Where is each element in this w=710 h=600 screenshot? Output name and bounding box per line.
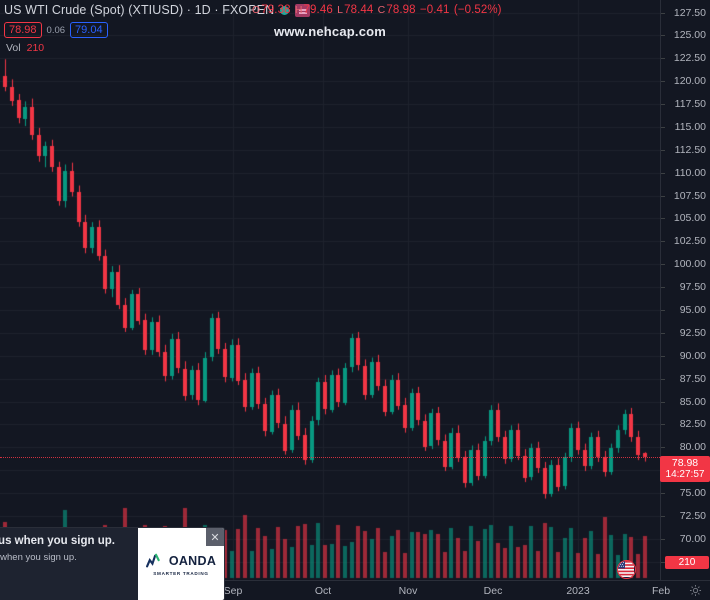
price-tick-label: 105.00: [673, 212, 706, 225]
price-tick-mark: [661, 355, 665, 357]
market-open-dot: [280, 5, 290, 15]
ohlc-values: O79.38 H79.46 L78.44 C78.98 −0.41 (−0.52…: [252, 4, 503, 16]
time-tick-label: Sep: [223, 585, 243, 597]
oanda-tagline: SMARTER TRADING: [153, 570, 209, 576]
volume-legend-value: 210: [26, 42, 45, 54]
price-tick-mark: [661, 332, 665, 334]
settings-gear-icon[interactable]: [689, 584, 702, 597]
site-watermark: www.nehcap.com: [273, 24, 387, 39]
symbol-row[interactable]: US WTI Crude (Spot) (XTIUSD) · 1D · FXOP…: [4, 3, 311, 17]
time-tick-label: 2023: [566, 585, 590, 597]
time-tick-label: Feb: [651, 585, 671, 597]
quote-row: 78.98 0.06 79.04: [4, 22, 108, 38]
price-tick-label: 127.50: [673, 6, 706, 19]
volume-indicator-legend[interactable]: Vol 210: [6, 42, 44, 54]
chart-style-badge[interactable]: [295, 3, 311, 17]
ad-brand-panel: ✕ OANDA SMARTER TRADING: [138, 528, 224, 600]
price-tick-mark: [661, 378, 665, 380]
price-tick-mark: [661, 12, 665, 14]
symbol-title[interactable]: US WTI Crude (Spot) (XTIUSD) · 1D · FXOP…: [4, 3, 275, 17]
price-tick-label: 87.50: [679, 372, 706, 385]
price-tick-label: 110.00: [674, 166, 706, 179]
price-tick-label: 97.50: [679, 281, 706, 294]
price-tick-mark: [661, 81, 665, 83]
price-tick-mark: [661, 310, 665, 312]
volume-label: Vol: [6, 42, 21, 54]
price-tick-label: 75.00: [679, 487, 706, 500]
open-value: 79.38: [261, 4, 291, 16]
chart-plot-area[interactable]: [0, 0, 660, 600]
price-tick-label: 92.50: [679, 326, 706, 339]
time-tick-label: Nov: [398, 585, 418, 597]
price-tick-mark: [661, 149, 665, 151]
price-tick-label: 80.00: [679, 441, 706, 454]
price-tick-label: 100.00: [673, 258, 706, 271]
ask-price[interactable]: 79.04: [70, 22, 108, 38]
spread-value: 0.06: [46, 24, 66, 36]
price-tick-label: 102.50: [673, 235, 706, 248]
promo-ad-overlay[interactable]: a SG$388 bonus when you sign up. sit SG$…: [0, 528, 224, 600]
chart-header: US WTI Crude (Spot) (XTIUSD) · 1D · FXOP…: [0, 0, 710, 44]
close-label: C: [377, 4, 386, 16]
price-tick-mark: [661, 515, 665, 517]
oanda-logo-icon: OANDA: [145, 553, 217, 569]
price-tick-mark: [661, 287, 665, 289]
low-label: L: [337, 4, 344, 16]
ad-copy: a SG$388 bonus when you sign up. sit SG$…: [0, 528, 138, 600]
price-tick-mark: [661, 58, 665, 60]
price-tick-mark: [661, 401, 665, 403]
close-icon[interactable]: ✕: [206, 528, 224, 546]
current-price-value: 78.98: [671, 456, 699, 469]
price-tick-label: 95.00: [679, 304, 706, 317]
price-tick-label: 82.50: [679, 418, 706, 431]
time-tick-label: Oct: [314, 585, 332, 597]
candlestick-canvas[interactable]: [0, 0, 660, 600]
price-tick-mark: [661, 172, 665, 174]
change-value: −0.41: [419, 4, 450, 16]
low-value: 78.44: [344, 4, 374, 16]
price-tick-label: 120.00: [673, 75, 706, 88]
price-tick-label: 85.00: [679, 395, 706, 408]
current-price-time: 14:27:57: [665, 468, 705, 480]
price-axis[interactable]: 127.50 125.00 122.50 120.00 117.50 115.00 112.…: [660, 0, 710, 600]
price-tick-mark: [661, 104, 665, 106]
price-tick-mark: [661, 447, 665, 449]
price-tick-mark: [661, 538, 665, 540]
price-tick-label: 72.50: [679, 509, 706, 522]
ad-subline-2: ns apply: [0, 568, 130, 581]
price-tick-mark: [661, 218, 665, 220]
price-tick-mark: [661, 561, 665, 563]
price-tick-label: 90.00: [679, 349, 706, 362]
bid-price[interactable]: 78.98: [4, 22, 42, 38]
us-flag-event-icon[interactable]: [617, 560, 636, 579]
open-label: O: [252, 4, 261, 16]
oanda-mark-icon: [145, 553, 160, 567]
oanda-brand-name: OANDA: [168, 553, 217, 568]
price-tick-label: 70.00: [679, 532, 706, 545]
price-tick-label: 117.50: [674, 98, 706, 111]
time-tick-label: Dec: [483, 585, 503, 597]
price-tick-label: 122.50: [673, 52, 706, 65]
ad-headline: a SG$388 bonus when you sign up.: [0, 535, 115, 547]
current-price-line: [0, 456, 660, 458]
high-value: 79.46: [303, 4, 333, 16]
current-price-label[interactable]: 78.98 14:27:57: [660, 455, 710, 483]
change-percent: (−0.52%): [453, 4, 502, 16]
price-tick-mark: [661, 126, 665, 128]
price-tick-label: 115.00: [674, 120, 706, 133]
close-value: 78.98: [386, 4, 416, 16]
price-tick-mark: [661, 264, 665, 266]
price-tick-label: 125.00: [673, 29, 706, 42]
price-tick-label: 112.50: [674, 143, 706, 156]
price-tick-label: 107.50: [673, 189, 706, 202]
volume-value-badge[interactable]: 210: [665, 556, 709, 569]
price-tick-mark: [661, 35, 665, 37]
price-tick-mark: [661, 195, 665, 197]
price-tick-mark: [661, 241, 665, 243]
ad-subline-1: sit SG$388 bonus when you sign up.: [0, 552, 77, 564]
high-label: H: [294, 4, 303, 16]
price-tick-mark: [661, 424, 665, 426]
price-tick-mark: [661, 493, 665, 495]
